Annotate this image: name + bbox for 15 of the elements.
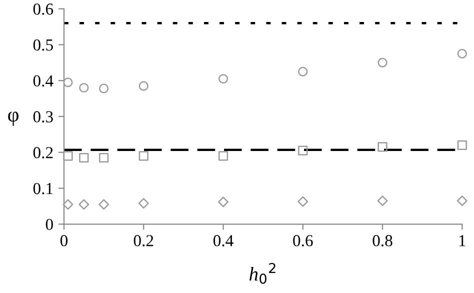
x-tick-label: 0.8	[372, 235, 392, 246]
x-tick-label: 0.4	[213, 235, 234, 246]
y-tick-label: 0.4	[33, 75, 54, 87]
y-axis-title: φ	[8, 112, 18, 126]
x-tick-label: 1	[459, 235, 466, 246]
y-tick-label: 0	[46, 218, 53, 230]
y-tick-label: 0.3	[33, 111, 53, 122]
y-tick-label: 0.5	[33, 39, 53, 51]
y-tick-label: 0.1	[33, 182, 53, 194]
y-tick-label: 0.2	[33, 147, 53, 158]
x-tick-label: 0.2	[134, 235, 154, 246]
x-tick-label: 0	[60, 235, 68, 246]
x-axis-title: h$_{0}$$^{2}$	[249, 262, 276, 284]
y-tick-label: 0.6	[33, 3, 54, 15]
x-tick-label: 0.6	[293, 235, 313, 246]
